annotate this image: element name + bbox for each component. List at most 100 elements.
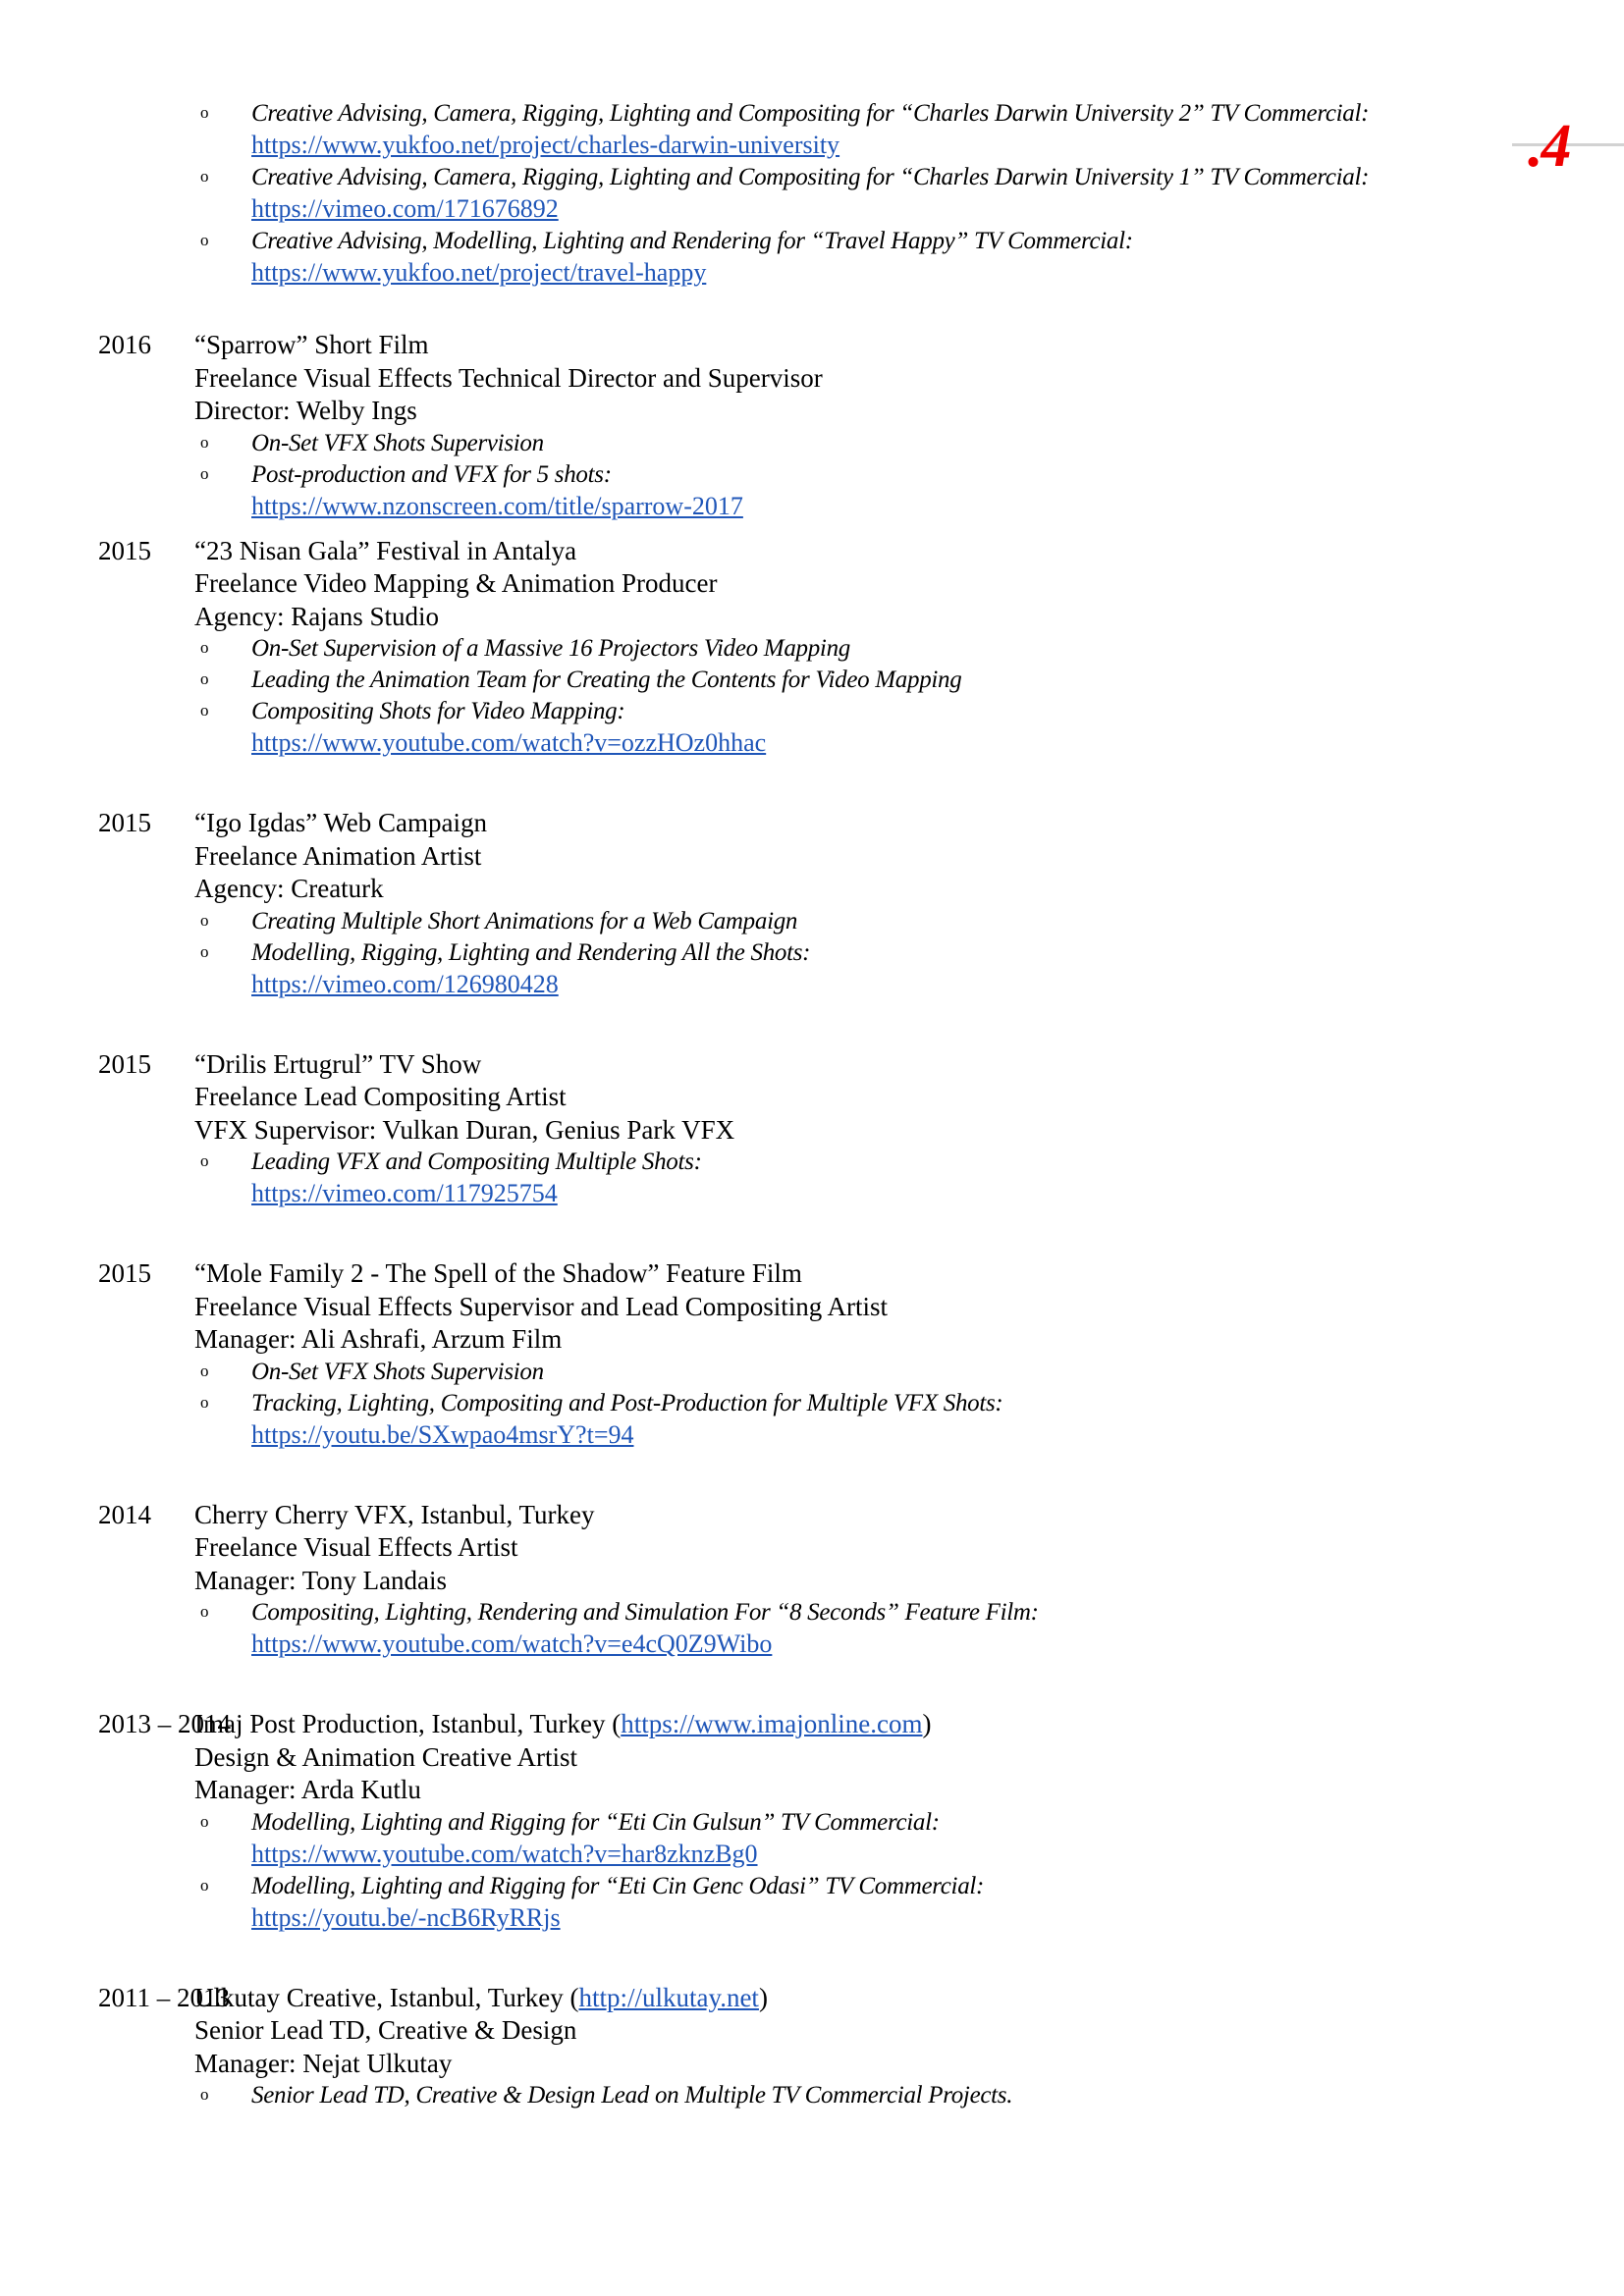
entry-detail-line: Senior Lead TD, Creative & Design	[194, 2015, 577, 2045]
external-link[interactable]: https://www.nzonscreen.com/title/sparrow…	[251, 491, 743, 520]
bullet-list: o On-Set VFX Shots Supervision o Post-produ…	[194, 428, 1624, 523]
entry-body: Ulkutay Creative, Istanbul, Turkey (http…	[194, 1982, 1624, 2112]
bullet-list: o On-Set Supervision of a Massive 16 Proj…	[194, 633, 1624, 760]
bullet-text: Modelling, Rigging, Lighting and Renderi…	[251, 938, 811, 966]
bullet-list: o Creating Multiple Short Animations for …	[194, 906, 1624, 1001]
spacer	[0, 1001, 1624, 1048]
company-website-link[interactable]: http://ulkutay.net	[578, 1982, 759, 2012]
bullet-item: o Modelling, Lighting and Rigging for “Et…	[194, 1807, 1624, 1871]
bullet-item: o Creative Advising, Camera, Rigging, Lig…	[194, 98, 1624, 162]
bullet-list: o Senior Lead TD, Creative & Design Lead …	[194, 2080, 1624, 2111]
bullet-text: Creating Multiple Short Animations for a…	[251, 907, 798, 934]
spacer	[0, 1210, 1624, 1257]
external-link[interactable]: https://www.youtube.com/watch?v=har8zknz…	[251, 1839, 758, 1868]
experience-entry: 2013 – 2014 Imaj Post Production, Istanbu…	[0, 1708, 1624, 1935]
bullet-text: On-Set Supervision of a Massive 16 Proje…	[251, 635, 850, 662]
bullet-marker-icon: o	[200, 167, 209, 186]
experience-entry: 2015 “23 Nisan Gala” Festival in Antalya F…	[0, 535, 1624, 761]
experience-entry: 2014 Cherry Cherry VFX, Istanbul, Turkey F…	[0, 1499, 1624, 1662]
external-link[interactable]: https://www.yukfoo.net/project/travel-ha…	[251, 258, 707, 287]
spacer	[0, 1661, 1624, 1708]
bullet-text: Post-production and VFX for 5 shots:	[251, 460, 612, 488]
external-link[interactable]: https://www.youtube.com/watch?v=ozzHOz0h…	[251, 728, 767, 757]
entry-year: 2011 – 2013	[98, 1982, 230, 2012]
external-link[interactable]: https://www.yukfoo.net/project/charles-d…	[251, 131, 840, 159]
bullet-text: Creative Advising, Camera, Rigging, Ligh…	[251, 164, 1370, 190]
entry-title: Ulkutay Creative, Istanbul, Turkey (http…	[194, 1982, 1624, 2015]
bullet-list: o Modelling, Lighting and Rigging for “Et…	[194, 1807, 1624, 1935]
entry-detail-line: Manager: Arda Kutlu	[194, 1775, 421, 1804]
external-link[interactable]: https://vimeo.com/117925754	[251, 1179, 558, 1207]
entry-detail-line: Freelance Animation Artist	[194, 840, 482, 871]
spacer	[0, 290, 1624, 329]
bullet-link-line: https://vimeo.com/117925754	[251, 1178, 1624, 1210]
experience-entry: 2015 “Mole Family 2 - The Spell of the Sh…	[0, 1257, 1624, 1452]
entry-body: Cherry Cherry VFX, Istanbul, Turkey Freel…	[194, 1499, 1624, 1662]
bullet-item: o Post-production and VFX for 5 shots: htt…	[194, 459, 1624, 523]
entry-year: 2015	[98, 535, 151, 565]
bullet-marker-icon: o	[200, 1875, 209, 1895]
bullet-item: o Creating Multiple Short Animations for …	[194, 906, 1624, 937]
spacer	[0, 760, 1624, 807]
entry-year: 2015	[98, 1048, 151, 1079]
bullet-marker-icon: o	[200, 1361, 209, 1380]
bullet-marker-icon: o	[200, 463, 209, 483]
bullet-marker-icon: o	[200, 1602, 209, 1621]
entry-body: “Drilis Ertugrul” TV Show Freelance Lead …	[194, 1048, 1624, 1211]
entry-year: 2013 – 2014	[98, 1709, 231, 1738]
bullet-marker-icon: o	[200, 231, 209, 249]
entry-detail-line: Freelance Visual Effects Technical Direc…	[194, 362, 823, 393]
external-link[interactable]: https://vimeo.com/171676892	[251, 194, 559, 223]
bullet-text: Leading the Animation Team for Creating …	[251, 667, 962, 693]
bullet-item: o Modelling, Rigging, Lighting and Render…	[194, 937, 1624, 1001]
bullet-marker-icon: o	[200, 910, 209, 930]
entry-detail-line: Freelance Visual Effects Supervisor and …	[194, 1291, 888, 1321]
entry-detail-line: VFX Supervisor: Vulkan Duran, Genius Par…	[194, 1114, 735, 1145]
bullet-list: o Creative Advising, Camera, Rigging, Lig…	[194, 98, 1624, 290]
bullet-link-line: https://www.nzonscreen.com/title/sparrow…	[251, 491, 1624, 523]
entry-detail-line: Agency: Creaturk	[194, 874, 384, 903]
bullet-item: o On-Set VFX Shots Supervision	[194, 428, 1624, 459]
bullet-marker-icon: o	[200, 2085, 209, 2104]
bullet-text: Tracking, Lighting, Compositing and Post…	[251, 1389, 1003, 1416]
bullet-text: Modelling, Lighting and Rigging for “Eti…	[251, 1872, 985, 1899]
bullet-link-line: https://vimeo.com/171676892	[251, 193, 1624, 226]
entry-title: “Sparrow” Short Film	[194, 330, 429, 359]
entry-detail-line: Manager: Tony Landais	[194, 1565, 448, 1595]
spacer	[0, 1452, 1624, 1499]
entry-detail-line: Design & Animation Creative Artist	[194, 1741, 577, 1772]
entry-year: 2014	[98, 1499, 151, 1529]
bullet-item: o On-Set VFX Shots Supervision	[194, 1357, 1624, 1388]
bullet-item: o Leading VFX and Compositing Multiple Sh…	[194, 1147, 1624, 1210]
entry-year: 2015	[98, 808, 151, 837]
external-link[interactable]: https://vimeo.com/126980428	[251, 969, 559, 998]
bullet-text: Creative Advising, Camera, Rigging, Ligh…	[251, 100, 1370, 127]
bullet-text: Leading VFX and Compositing Multiple Sho…	[251, 1148, 702, 1175]
bullet-text: On-Set VFX Shots Supervision	[251, 1358, 544, 1385]
bullet-text: Compositing Shots for Video Mapping:	[251, 698, 625, 724]
bullet-link-line: https://www.yukfoo.net/project/travel-ha…	[251, 257, 1624, 290]
bullet-marker-icon: o	[200, 669, 209, 688]
page-content: o Creative Advising, Camera, Rigging, Lig…	[0, 98, 1624, 2111]
entry-title-suffix: )	[758, 1982, 768, 2012]
bullet-list: o Leading VFX and Compositing Multiple Sh…	[194, 1147, 1624, 1210]
bullet-item: o On-Set Supervision of a Massive 16 Proj…	[194, 633, 1624, 665]
entry-detail-line: Director: Welby Ings	[194, 396, 417, 425]
header-rule	[1512, 143, 1624, 146]
bullet-item: o Leading the Animation Team for Creating…	[194, 665, 1624, 696]
bullet-item: o Compositing Shots for Video Mapping: htt…	[194, 696, 1624, 760]
bullet-list: o On-Set VFX Shots Supervision o Tracking, …	[194, 1357, 1624, 1452]
external-link[interactable]: https://youtu.be/-ncB6RyRRjs	[251, 1902, 561, 1932]
entry-title: “23 Nisan Gala” Festival in Antalya	[194, 535, 577, 565]
bullet-marker-icon: o	[200, 1151, 209, 1170]
bullet-link-line: https://www.youtube.com/watch?v=ozzHOz0h…	[251, 727, 1624, 760]
entry-detail-line: Freelance Video Mapping & Animation Prod…	[194, 568, 718, 598]
company-website-link[interactable]: https://www.imajonline.com	[621, 1709, 923, 1738]
entry-body: “Mole Family 2 - The Spell of the Shadow…	[194, 1257, 1624, 1452]
external-link[interactable]: https://www.youtube.com/watch?v=e4cQ0Z9W…	[251, 1629, 773, 1658]
bullet-link-line: https://youtu.be/SXwpao4msrY?t=94	[251, 1419, 1624, 1452]
external-link[interactable]: https://youtu.be/SXwpao4msrY?t=94	[251, 1419, 634, 1449]
bullet-text: Modelling, Lighting and Rigging for “Eti…	[251, 1808, 940, 1836]
entry-title: “Drilis Ertugrul” TV Show	[194, 1048, 482, 1079]
